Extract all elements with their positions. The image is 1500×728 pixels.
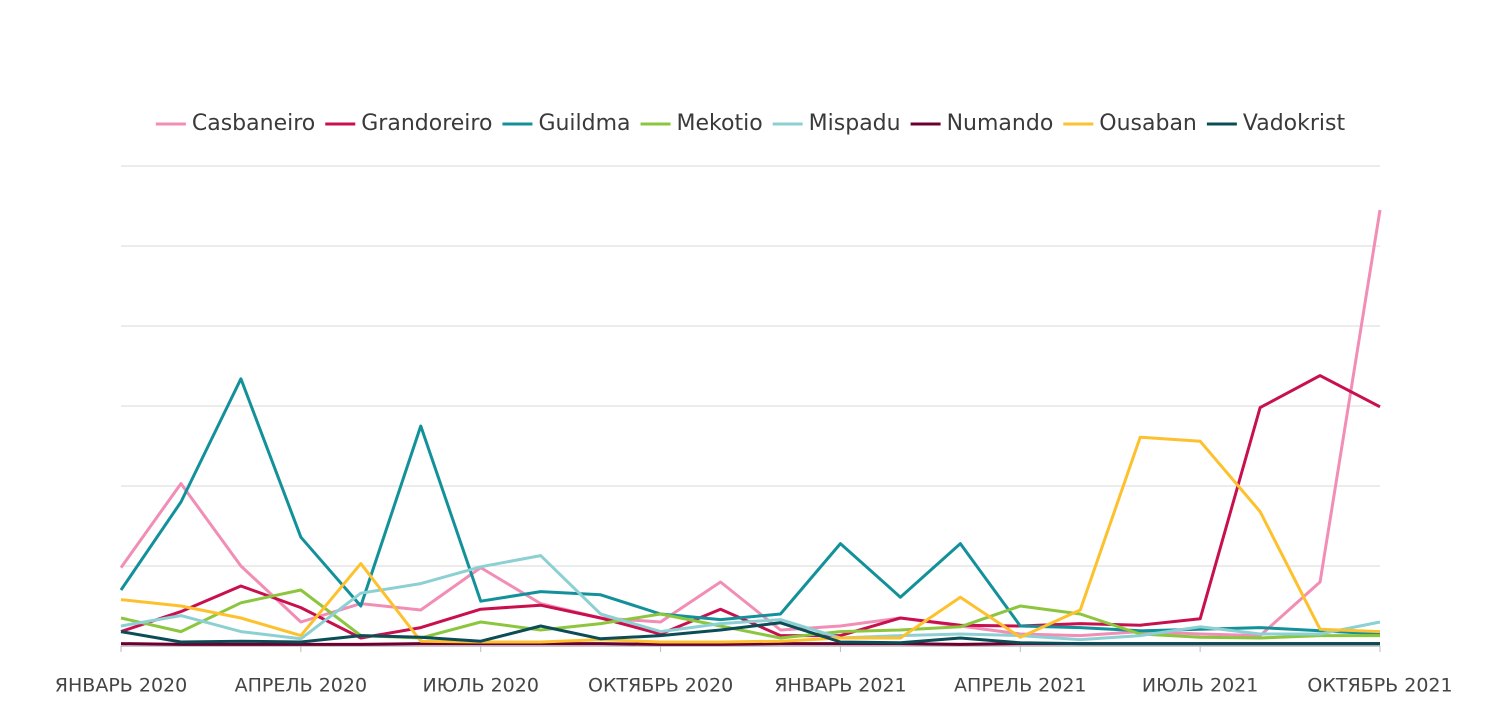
x-tick-label: ЯНВАРЬ 2020 bbox=[55, 675, 187, 697]
series-line bbox=[120, 588, 1380, 640]
legend-label: Ousaban bbox=[1099, 111, 1197, 136]
x-tick-label: АПРЕЛЬ 2021 bbox=[954, 675, 1086, 697]
x-tick-label: ОКТЯБРЬ 2020 bbox=[588, 675, 733, 697]
series-line bbox=[120, 554, 1381, 642]
x-tick-label: ИЮЛЬ 2020 bbox=[422, 675, 538, 697]
legend-label: Mispadu bbox=[809, 111, 901, 136]
legend-label: Mekotio bbox=[677, 111, 763, 136]
legend-label: Numando bbox=[947, 111, 1054, 136]
legend-label: Grandoreiro bbox=[361, 111, 492, 136]
x-tick-label: ЯНВАРЬ 2021 bbox=[774, 675, 906, 697]
legend-label: Vadokrist bbox=[1243, 111, 1346, 136]
legend-label: Guildma bbox=[538, 111, 630, 136]
x-tick-label: ОКТЯБРЬ 2021 bbox=[1307, 675, 1452, 697]
x-tick-label: АПРЕЛЬ 2020 bbox=[235, 675, 367, 697]
x-tick-label: ИЮЛЬ 2021 bbox=[1142, 675, 1258, 697]
series-line bbox=[119, 209, 1382, 638]
series-line bbox=[120, 621, 1380, 646]
series-line bbox=[120, 435, 1381, 644]
legend-label: Casbaneiro bbox=[192, 111, 315, 136]
